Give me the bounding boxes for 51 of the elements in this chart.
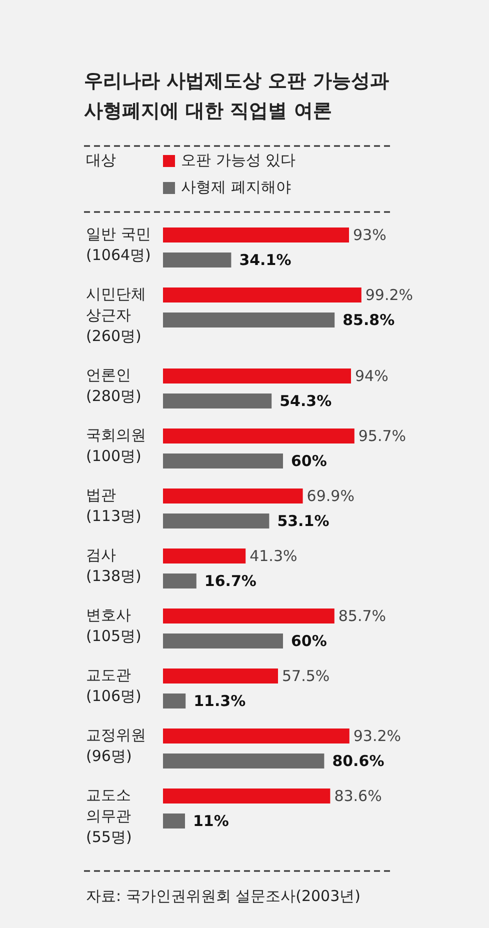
data-label: 11% bbox=[193, 812, 229, 830]
legend-label: 사형제 폐지해야 bbox=[181, 178, 291, 196]
chart-title: 우리나라 사법제도상 오판 가능성과 사형폐지에 대한 직업별 여론 bbox=[84, 70, 389, 122]
data-label: 60% bbox=[291, 452, 327, 470]
bar bbox=[163, 728, 350, 744]
y-tick-label: 언론인 (280명) bbox=[86, 366, 142, 406]
data-label: 94% bbox=[355, 367, 388, 386]
data-label: 41.3% bbox=[250, 547, 298, 566]
data-label: 85.8% bbox=[342, 311, 395, 330]
data-label: 93% bbox=[353, 226, 386, 244]
bar bbox=[163, 488, 303, 504]
y-tick-label: 일반 국민 (1064명) bbox=[86, 225, 151, 264]
y-tick-label: 교정위원 (96명) bbox=[86, 726, 146, 766]
bar bbox=[163, 454, 283, 468]
data-label: 83.6% bbox=[334, 787, 382, 806]
y-tick-label: 국회의원 (100명) bbox=[86, 426, 146, 466]
data-label: 99.2% bbox=[365, 286, 414, 304]
bar bbox=[163, 574, 196, 588]
bar bbox=[163, 754, 324, 768]
bar bbox=[163, 394, 272, 408]
data-label: 80.6% bbox=[332, 752, 384, 770]
data-label: 11.3% bbox=[194, 692, 246, 710]
legend-title: 대상 bbox=[86, 151, 116, 170]
data-label: 69.9% bbox=[306, 487, 354, 506]
y-tick-label: 법관 (113명) bbox=[86, 486, 142, 526]
y-tick-label: 교도소 의무관 (55명) bbox=[86, 786, 132, 846]
data-label: 95.7% bbox=[358, 427, 406, 446]
y-tick-label: 변호사 (105명) bbox=[86, 606, 142, 646]
bar bbox=[163, 668, 278, 684]
data-label: 57.5% bbox=[282, 667, 330, 686]
data-label: 85.7% bbox=[338, 607, 386, 626]
bar bbox=[163, 788, 330, 804]
data-label: 54.3% bbox=[280, 392, 332, 410]
y-tick-label: 교도관 (106명) bbox=[86, 666, 142, 706]
data-label: 34.1% bbox=[239, 251, 292, 270]
legend-label: 오판 가능성 있다 bbox=[181, 151, 296, 170]
data-label: 93.2% bbox=[353, 727, 402, 746]
data-label: 53.1% bbox=[277, 512, 330, 530]
bar bbox=[163, 514, 270, 528]
bar bbox=[163, 694, 186, 708]
bar bbox=[163, 608, 334, 624]
y-tick-label: 시민단체 상근자 (260명) bbox=[86, 285, 146, 346]
bar bbox=[163, 428, 354, 444]
bar bbox=[163, 368, 351, 384]
y-tick-label: 검사 (138명) bbox=[86, 546, 142, 586]
bar bbox=[163, 634, 283, 648]
data-label: 16.7% bbox=[204, 572, 256, 590]
bar bbox=[163, 814, 185, 828]
data-label: 60% bbox=[291, 632, 327, 650]
text: 자료: 국가인권위원회 설문조사(2003년) bbox=[86, 887, 360, 906]
bar bbox=[163, 548, 246, 564]
